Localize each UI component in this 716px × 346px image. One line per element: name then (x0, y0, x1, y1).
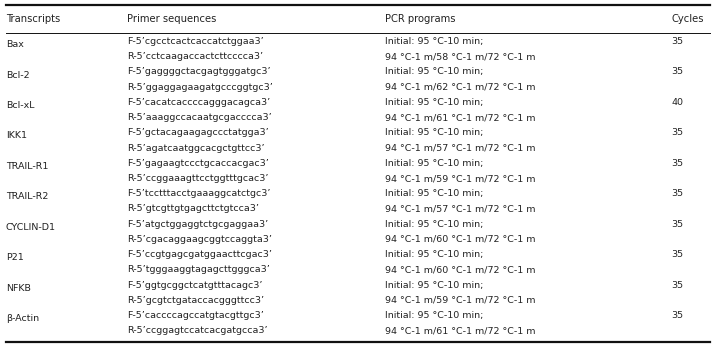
Text: 94 °C-1 m/58 °C-1 m/72 °C-1 m: 94 °C-1 m/58 °C-1 m/72 °C-1 m (385, 52, 536, 61)
Text: 94 °C-1 m/61 °C-1 m/72 °C-1 m: 94 °C-1 m/61 °C-1 m/72 °C-1 m (385, 326, 536, 335)
Text: PCR programs: PCR programs (385, 14, 455, 24)
Text: 35: 35 (672, 67, 684, 76)
Text: 94 °C-1 m/61 °C-1 m/72 °C-1 m: 94 °C-1 m/61 °C-1 m/72 °C-1 m (385, 113, 536, 122)
Text: F-5’ggtgcggctcatgtttacagc3’: F-5’ggtgcggctcatgtttacagc3’ (127, 281, 263, 290)
Text: 35: 35 (672, 281, 684, 290)
Text: Initial: 95 °C-10 min;: Initial: 95 °C-10 min; (385, 220, 483, 229)
Text: Transcripts: Transcripts (6, 14, 60, 24)
Text: 35: 35 (672, 128, 684, 137)
Text: 94 °C-1 m/60 °C-1 m/72 °C-1 m: 94 °C-1 m/60 °C-1 m/72 °C-1 m (385, 235, 536, 244)
Text: NFKB: NFKB (6, 284, 31, 293)
Text: R-5’cctcaagaccactcttcccca3’: R-5’cctcaagaccactcttcccca3’ (127, 52, 263, 61)
Text: 94 °C-1 m/59 °C-1 m/72 °C-1 m: 94 °C-1 m/59 °C-1 m/72 °C-1 m (385, 296, 536, 305)
Text: R-5’cgacaggaagcggtccaggta3’: R-5’cgacaggaagcggtccaggta3’ (127, 235, 273, 244)
Text: R-5’ggaggagaagatgcccggtgc3’: R-5’ggaggagaagatgcccggtgc3’ (127, 83, 274, 92)
Text: R-5’gcgtctgataccacgggttcc3’: R-5’gcgtctgataccacgggttcc3’ (127, 296, 265, 305)
Text: 35: 35 (672, 250, 684, 259)
Text: R-5’aaaggccacaatgcgacccca3’: R-5’aaaggccacaatgcgacccca3’ (127, 113, 272, 122)
Text: F-5’tcctttacctgaaaggcatctgc3’: F-5’tcctttacctgaaaggcatctgc3’ (127, 189, 271, 198)
Text: β-Actin: β-Actin (6, 314, 39, 323)
Text: Initial: 95 °C-10 min;: Initial: 95 °C-10 min; (385, 250, 483, 259)
Text: Bcl-2: Bcl-2 (6, 71, 29, 80)
Text: 94 °C-1 m/57 °C-1 m/72 °C-1 m: 94 °C-1 m/57 °C-1 m/72 °C-1 m (385, 144, 536, 153)
Text: F-5’ccgtgagcgatggaacttcgac3’: F-5’ccgtgagcgatggaacttcgac3’ (127, 250, 273, 259)
Text: Initial: 95 °C-10 min;: Initial: 95 °C-10 min; (385, 281, 483, 290)
Text: 40: 40 (672, 98, 684, 107)
Text: R-5’agatcaatggcacgctgttcc3’: R-5’agatcaatggcacgctgttcc3’ (127, 144, 265, 153)
Text: IKK1: IKK1 (6, 131, 26, 140)
Text: Cycles: Cycles (672, 14, 704, 24)
Text: 35: 35 (672, 311, 684, 320)
Text: TRAIL-R1: TRAIL-R1 (6, 162, 48, 171)
Text: R-5’ccggaaagttcctggtttgcac3’: R-5’ccggaaagttcctggtttgcac3’ (127, 174, 269, 183)
Text: Initial: 95 °C-10 min;: Initial: 95 °C-10 min; (385, 128, 483, 137)
Text: R-5’ccggagtccatcacgatgcca3’: R-5’ccggagtccatcacgatgcca3’ (127, 326, 268, 335)
Text: P21: P21 (6, 253, 24, 262)
Text: F-5’gctacagaagagccctatgga3’: F-5’gctacagaagagccctatgga3’ (127, 128, 269, 137)
Text: 35: 35 (672, 189, 684, 198)
Text: Initial: 95 °C-10 min;: Initial: 95 °C-10 min; (385, 159, 483, 168)
Text: Initial: 95 °C-10 min;: Initial: 95 °C-10 min; (385, 98, 483, 107)
Text: Initial: 95 °C-10 min;: Initial: 95 °C-10 min; (385, 189, 483, 198)
Text: F-5’cacatcaccccagggacagca3’: F-5’cacatcaccccagggacagca3’ (127, 98, 271, 107)
Text: R-5’tgggaaggtagagcttgggca3’: R-5’tgggaaggtagagcttgggca3’ (127, 265, 271, 274)
Text: Initial: 95 °C-10 min;: Initial: 95 °C-10 min; (385, 311, 483, 320)
Text: Bcl-xL: Bcl-xL (6, 101, 34, 110)
Text: F-5’cgcctcactcaccatctggaa3’: F-5’cgcctcactcaccatctggaa3’ (127, 37, 264, 46)
Text: 35: 35 (672, 220, 684, 229)
Text: F-5’gagaagtccctgcaccacgac3’: F-5’gagaagtccctgcaccacgac3’ (127, 159, 269, 168)
Text: Initial: 95 °C-10 min;: Initial: 95 °C-10 min; (385, 67, 483, 76)
Text: F-5’gaggggctacgagtgggatgc3’: F-5’gaggggctacgagtgggatgc3’ (127, 67, 271, 76)
Text: CYCLIN-D1: CYCLIN-D1 (6, 223, 56, 232)
Text: 35: 35 (672, 37, 684, 46)
Text: 94 °C-1 m/57 °C-1 m/72 °C-1 m: 94 °C-1 m/57 °C-1 m/72 °C-1 m (385, 204, 536, 213)
Text: 94 °C-1 m/60 °C-1 m/72 °C-1 m: 94 °C-1 m/60 °C-1 m/72 °C-1 m (385, 265, 536, 274)
Text: F-5’caccccagccatgtacgttgc3’: F-5’caccccagccatgtacgttgc3’ (127, 311, 264, 320)
Text: F-5’atgctggaggtctgcgaggaa3’: F-5’atgctggaggtctgcgaggaa3’ (127, 220, 268, 229)
Text: 94 °C-1 m/59 °C-1 m/72 °C-1 m: 94 °C-1 m/59 °C-1 m/72 °C-1 m (385, 174, 536, 183)
Text: 94 °C-1 m/62 °C-1 m/72 °C-1 m: 94 °C-1 m/62 °C-1 m/72 °C-1 m (385, 83, 536, 92)
Text: Bax: Bax (6, 40, 24, 49)
Text: 35: 35 (672, 159, 684, 168)
Text: Initial: 95 °C-10 min;: Initial: 95 °C-10 min; (385, 37, 483, 46)
Text: Primer sequences: Primer sequences (127, 14, 217, 24)
Text: R-5’gtcgttgtgagcttctgtcca3’: R-5’gtcgttgtgagcttctgtcca3’ (127, 204, 259, 213)
Text: TRAIL-R2: TRAIL-R2 (6, 192, 48, 201)
